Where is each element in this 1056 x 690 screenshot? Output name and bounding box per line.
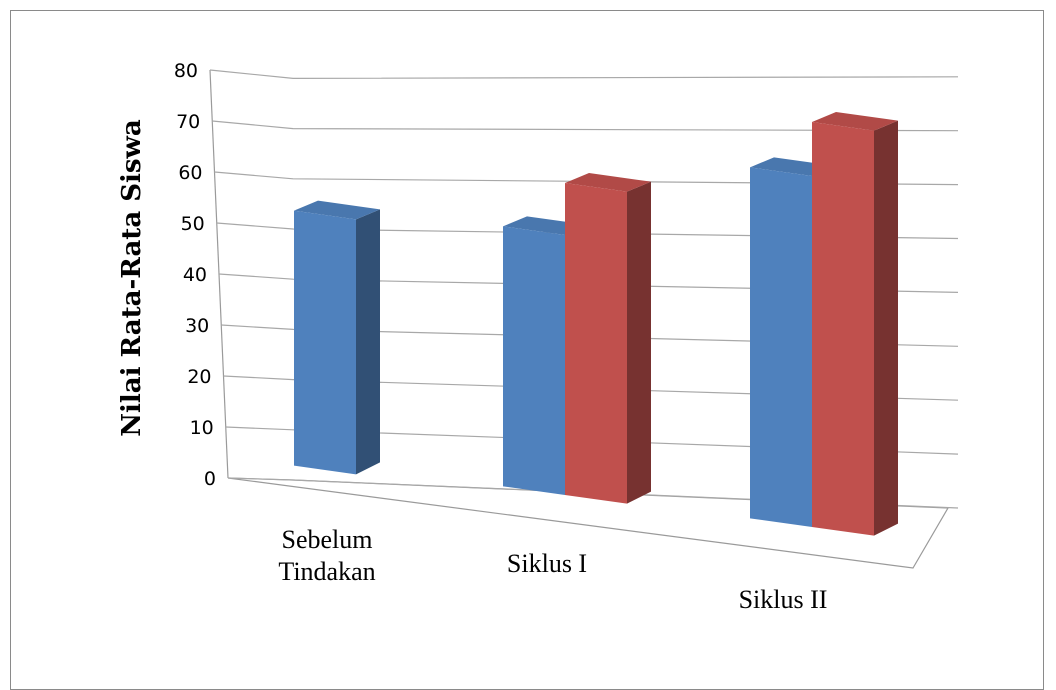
- bar-front: [750, 167, 812, 527]
- gridline: [225, 426, 959, 455]
- gridlines: [209, 69, 959, 509]
- category-label: Siklus II: [739, 585, 828, 614]
- y-tick-label: 0: [204, 468, 216, 490]
- gridline: [218, 273, 959, 293]
- y-tick-label: 30: [185, 315, 209, 337]
- bar-side: [874, 120, 898, 536]
- bar-top: [294, 200, 380, 220]
- y-tick-label: 60: [178, 162, 202, 184]
- bar-side: [356, 209, 380, 475]
- bar-side: [627, 181, 651, 504]
- bar-front: [294, 210, 356, 475]
- chart-svg: 0 10 20 30 40 50 60 70 80 Sebelum Tindakan Siklus …: [117, 60, 959, 614]
- bar-front: [812, 122, 874, 536]
- bar-top: [565, 173, 651, 192]
- gridline: [221, 324, 959, 347]
- y-tick-label: 50: [181, 213, 205, 235]
- bar-top: [812, 112, 898, 131]
- gridline: [223, 375, 959, 401]
- gridline: [227, 477, 959, 509]
- category-label: Sebelum Tindakan: [278, 525, 375, 586]
- gridline: [209, 69, 959, 80]
- y-tick-label: 80: [174, 60, 198, 82]
- category-label: Siklus I: [507, 549, 587, 578]
- gridline: [214, 171, 959, 186]
- bar: [565, 173, 651, 504]
- bar: [294, 200, 380, 475]
- gridline: [212, 120, 959, 132]
- y-tick-label: 20: [187, 366, 211, 388]
- y-tick-labels: 0 10 20 30 40 50 60 70 80: [174, 60, 216, 490]
- bar-front: [565, 183, 627, 504]
- y-tick-label: 70: [176, 111, 200, 133]
- bar-front: [503, 226, 565, 495]
- y-tick-label: 10: [190, 417, 214, 439]
- gridline: [216, 222, 959, 240]
- category-labels: Sebelum Tindakan Siklus I Siklus II: [278, 525, 827, 614]
- y-axis-label: Nilai Rata-Rata Siswa: [117, 119, 147, 437]
- y-tick-label: 40: [183, 264, 207, 286]
- bar: [812, 112, 898, 536]
- bars: [294, 112, 898, 536]
